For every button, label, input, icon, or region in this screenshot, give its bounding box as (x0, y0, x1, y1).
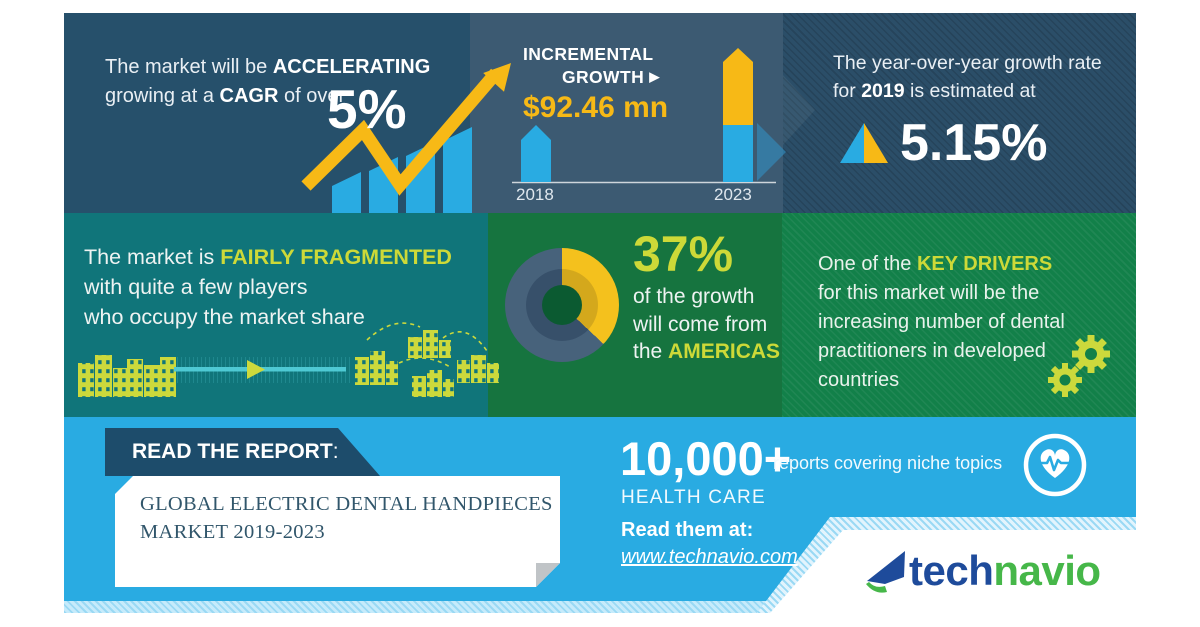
drivers-line2: for this market will be the (818, 282, 1040, 304)
reports-count: 10,000+ (620, 432, 792, 485)
slider-arrow-icon (247, 360, 265, 379)
americas-statement: of the growth will come from the AMERICA… (633, 283, 780, 366)
read-report-banner: READ THE REPORT: (105, 428, 380, 476)
chevron-decor-faint (783, 75, 815, 145)
yoy-value: 5.15% (900, 114, 1048, 172)
trend-arrow (301, 63, 511, 196)
category-label: HEALTH CARE (621, 487, 766, 508)
axis-label-2023: 2023 (714, 185, 752, 204)
market-players-illustration (78, 322, 499, 397)
cagr-line2: growing at a CAGR of over (105, 85, 346, 107)
axis-label-2018: 2018 (516, 185, 554, 204)
panel-key-drivers (782, 213, 1136, 417)
frag-line3: who occupy the market share (84, 305, 365, 329)
reports-caption: reports covering niche topics (773, 453, 1003, 473)
yoy-statement: The year-over-year growth rate for 2019 … (833, 49, 1102, 105)
report-title-card[interactable] (115, 476, 560, 587)
infographic: The market will be ACCELERATING growing … (64, 13, 1136, 613)
incremental-value: $92.46 mn (523, 91, 669, 124)
americas-line3: the AMERICAS (633, 340, 781, 363)
bar-2018 (521, 125, 551, 182)
gears-icon (1048, 335, 1110, 397)
americas-donut-hole (542, 285, 582, 325)
drivers-line5: countries (818, 369, 900, 391)
technavio-logo-text: technavio (909, 547, 1101, 594)
cagr-statement: The market will be ACCELERATING growing … (105, 53, 430, 111)
read-them-at-label: Read them at: (621, 519, 754, 541)
cagr-value: 5% (327, 78, 407, 140)
report-title-line2: MARKET 2019-2023 (140, 521, 325, 543)
buildings-right (355, 330, 499, 397)
healthcare-heart-icon (1023, 433, 1087, 497)
incremental-bar-chart (512, 48, 776, 184)
chevron-decor-blue (757, 123, 786, 181)
yoy-line2: for 2019 is estimated at (833, 80, 1036, 102)
fragmentation-statement: The market is FAIRLY FRAGMENTED with qui… (84, 242, 452, 332)
report-title: GLOBAL ELECTRIC DENTAL HANDPIECES MARKET… (140, 490, 553, 546)
yoy-line1: The year-over-year growth rate (833, 52, 1102, 74)
bar-2023-base (723, 125, 753, 182)
key-drivers-statement: One of the KEY DRIVERS for this market w… (818, 250, 1065, 395)
bar-2023-growth (723, 48, 753, 125)
logo-wedge (770, 530, 1136, 613)
frag-line2: with quite a few players (84, 275, 308, 299)
buildings-left (78, 355, 176, 397)
incremental-label: INCREMENTAL (523, 44, 654, 64)
cagr-line1: The market will be ACCELERATING (105, 56, 431, 78)
pointer-icon: ▶ (649, 69, 660, 84)
americas-line2: will come from (633, 312, 768, 336)
report-title-line1: GLOBAL ELECTRIC DENTAL HANDPIECES (140, 493, 553, 515)
panel-yoy-growth (783, 13, 1136, 213)
slider-line[interactable] (174, 357, 350, 383)
drivers-line1: One of the KEY DRIVERS (818, 253, 1053, 275)
drivers-line4: practitioners in developed (818, 340, 1046, 362)
technavio-logo-icon (866, 551, 905, 593)
americas-line1: of the growth (633, 285, 755, 308)
top-row-charts (301, 48, 888, 213)
growth-label: GROWTH ▶ (562, 67, 660, 87)
growth-triangle-icon (840, 123, 888, 163)
drivers-line3: increasing number of dental (818, 311, 1065, 333)
technavio-url-link[interactable]: www.technavio.com (621, 546, 798, 568)
frag-line1: The market is FAIRLY FRAGMENTED (84, 245, 452, 269)
americas-share-value: 37% (633, 226, 734, 282)
